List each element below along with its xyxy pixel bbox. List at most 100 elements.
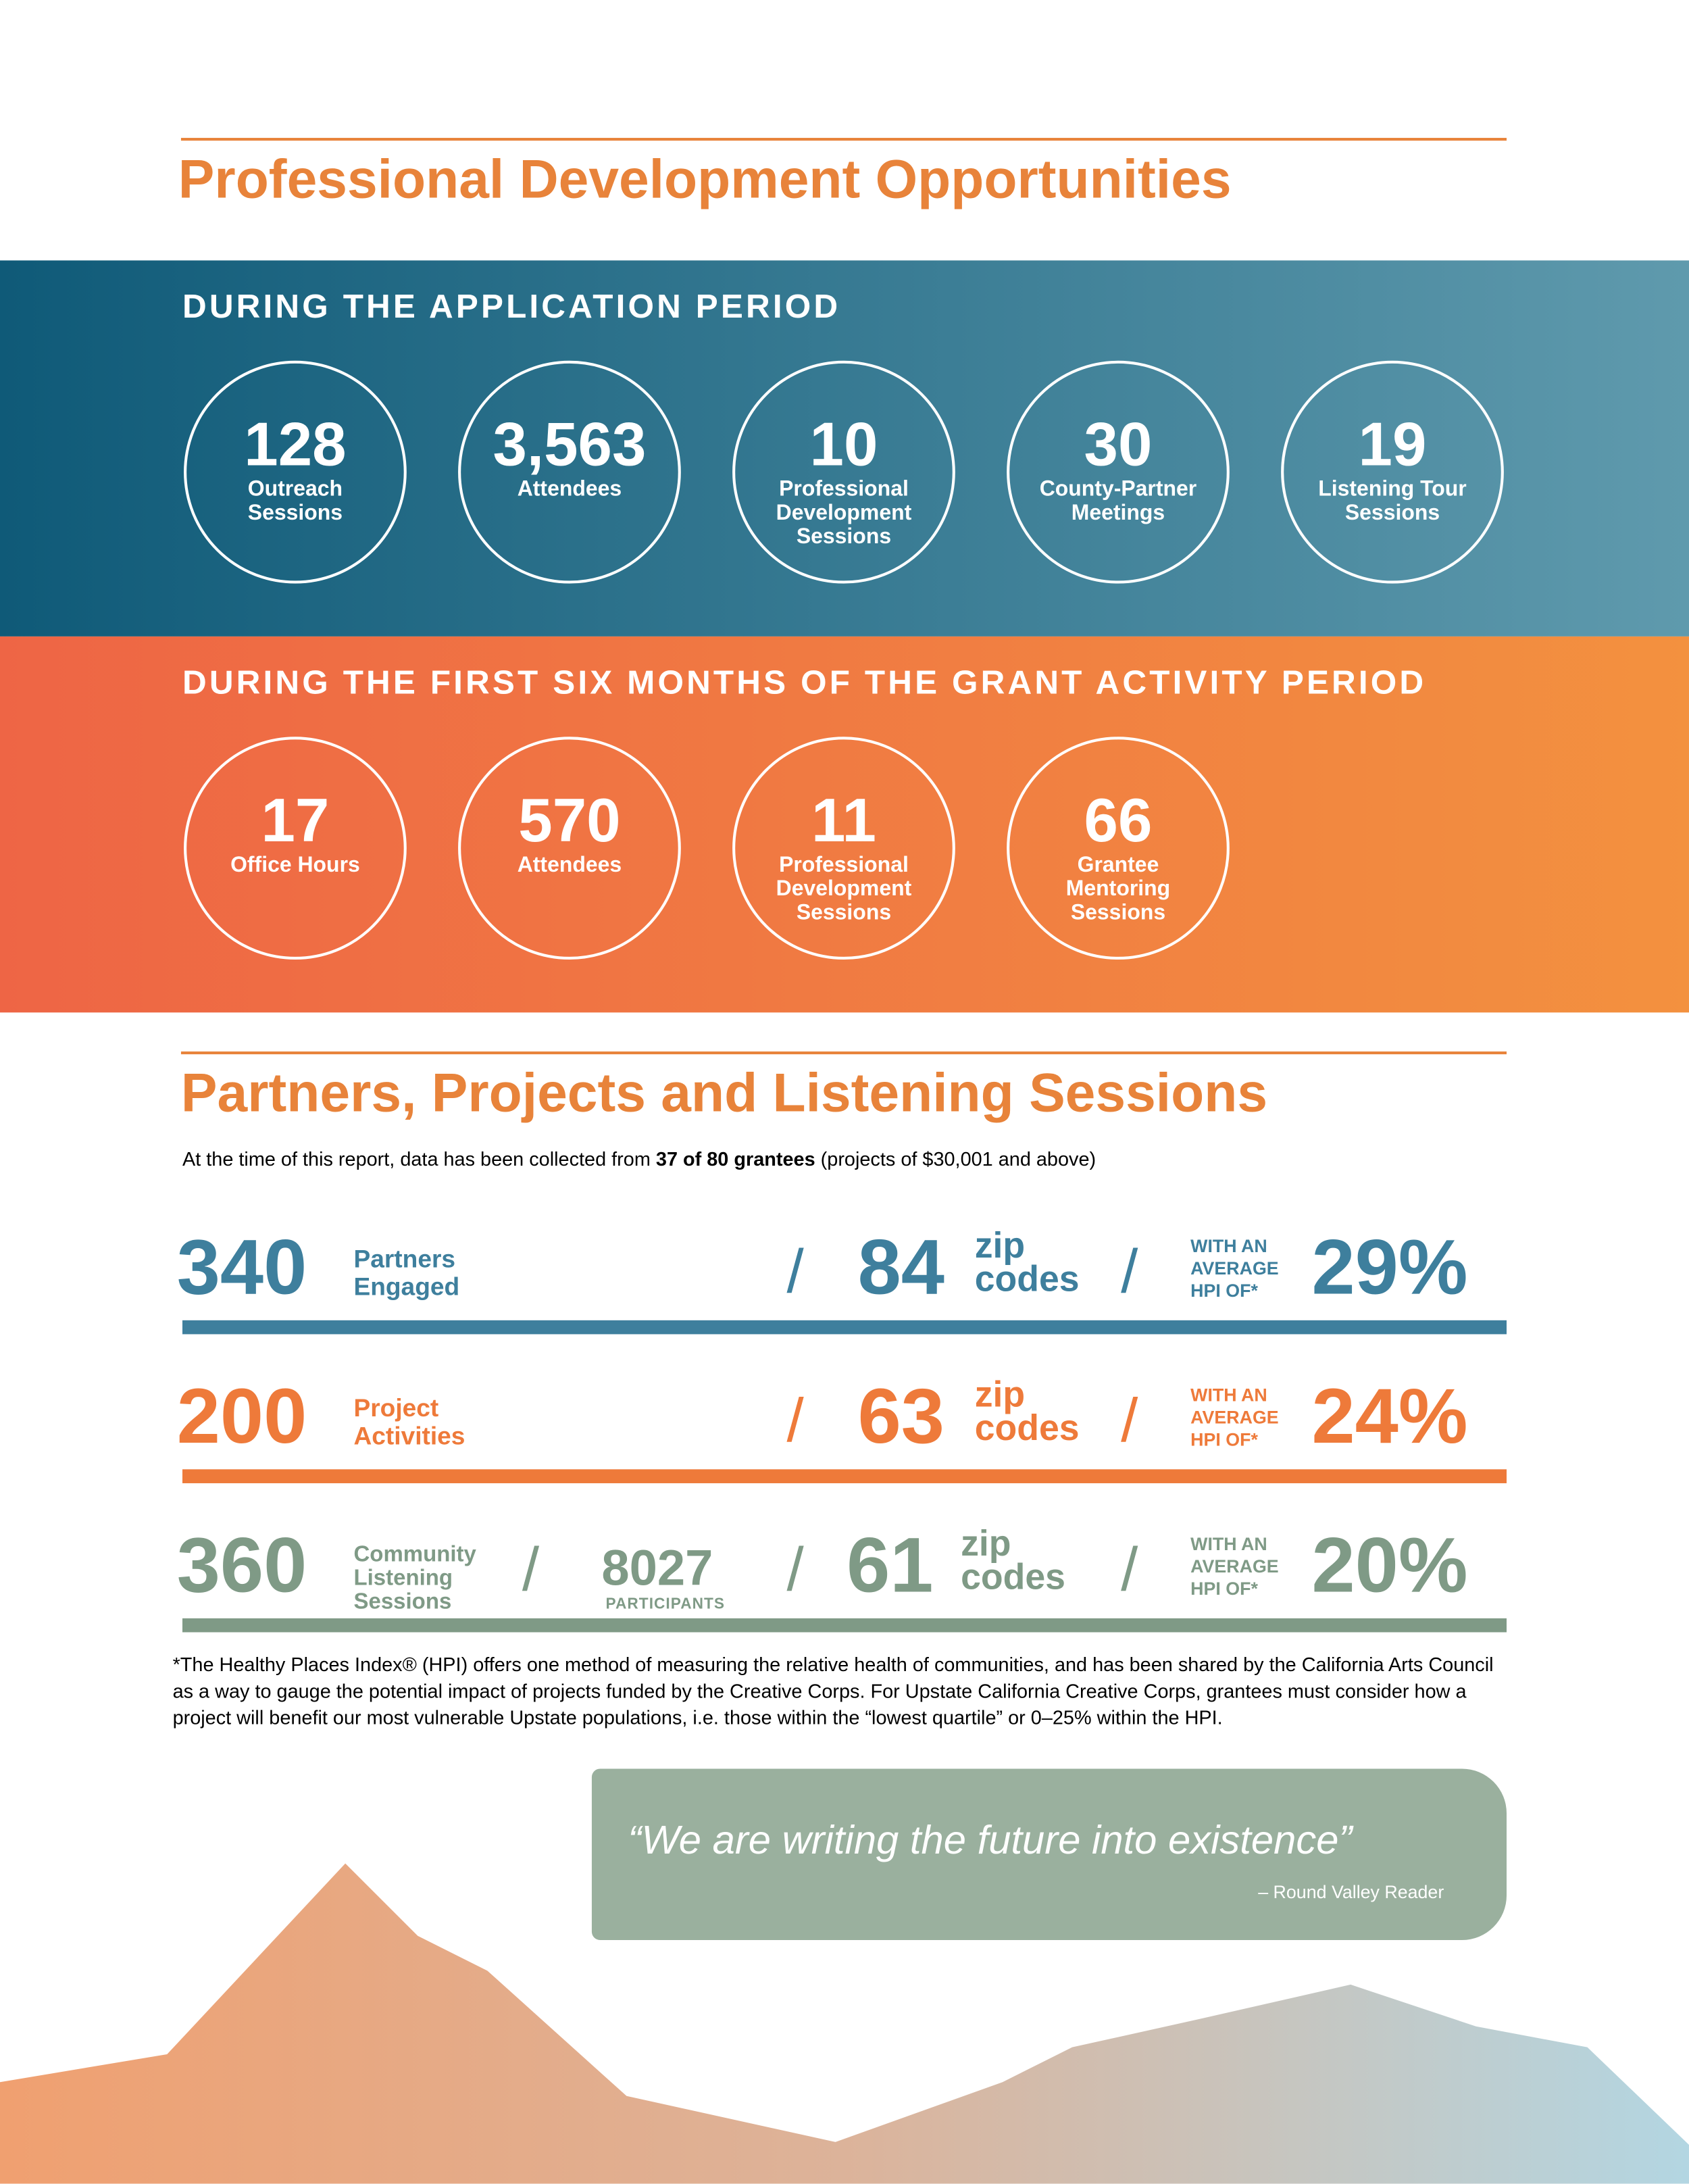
zip-label: zip codes (961, 1522, 1065, 1597)
rule (180, 138, 1507, 141)
hpi-label: WITH AN AVERAGE HPI OF* (1190, 1235, 1279, 1302)
hpi-label-line: HPI OF* (1190, 1429, 1258, 1450)
separator: / (786, 1536, 804, 1605)
zip-count: 61 (847, 1520, 934, 1609)
hpi-value: 20% (1311, 1520, 1468, 1609)
stat-label: Sessions (247, 501, 343, 525)
intro-bold: 37 of 80 grantees (655, 1147, 815, 1170)
participants-label: PARTICIPANTS (605, 1595, 726, 1613)
zip-label: zip codes (974, 1373, 1080, 1449)
stat-circle: 570 Attendees (458, 737, 681, 960)
stat-circle: 128 Outreach Sessions (184, 360, 407, 584)
stat-value: 17 (261, 787, 330, 855)
row-bar (182, 1469, 1507, 1483)
intro-text: (projects of $30,001 and above) (815, 1147, 1096, 1170)
zip-count: 84 (857, 1222, 944, 1311)
row-label-line: Sessions (353, 1590, 452, 1614)
row-label: Project Activities (353, 1394, 465, 1449)
heading: DURING THE FIRST SIX MONTHS OF THE GRANT… (182, 664, 1427, 702)
row-label-line: Activities (353, 1422, 465, 1450)
stat-circle: 30 County-Partner Meetings (1007, 360, 1230, 584)
stat-value: 11 (811, 787, 876, 855)
stat-value: 3,563 (493, 410, 647, 479)
stat-label: Professional (779, 477, 909, 501)
row-bar (182, 1320, 1507, 1335)
hpi-value: 29% (1311, 1222, 1468, 1311)
hpi-label: WITH AN AVERAGE HPI OF* (1190, 1385, 1279, 1451)
separator: / (786, 1238, 804, 1307)
rule (180, 1051, 1507, 1055)
stat-value: 570 (518, 787, 621, 855)
zip-label-line: zip (974, 1373, 1026, 1415)
stat-value: 30 (1084, 410, 1153, 479)
hpi-value: 24% (1311, 1372, 1468, 1460)
stat-label: Office Hours (230, 853, 360, 878)
stat-row: 340 Partners Engaged/84 zip codes / WITH AN AVE… (0, 1226, 1689, 1351)
stat-circle: 17 Office Hours (184, 737, 407, 960)
row-label: Partners Engaged (353, 1245, 459, 1301)
stat-value: 19 (1358, 410, 1427, 479)
stat-label: Mentoring (1065, 877, 1171, 901)
stat-circle: 19 Listening Tour Sessions (1281, 360, 1504, 584)
title: Professional Development Opportunities (178, 150, 1232, 211)
stat-circle: 11 Professional Development Sessions (732, 737, 955, 960)
row-label-line: Project (353, 1394, 439, 1422)
stat-label: Development (776, 877, 912, 901)
mountains (0, 1863, 1689, 2184)
zip-label-line: codes (961, 1556, 1065, 1597)
stat-circle: 66 Grantee Mentoring Sessions (1007, 737, 1230, 960)
heading: DURING THE APPLICATION PERIOD (182, 288, 841, 326)
stat-circle: 3,563 Attendees (458, 360, 681, 584)
zip-label-line: zip (961, 1522, 1011, 1564)
footnote: *The Healthy Places Index® (HPI) offers … (172, 1653, 1494, 1729)
separator: / (522, 1536, 540, 1605)
row-label-line: Engaged (353, 1272, 460, 1301)
stat-label: Meetings (1071, 501, 1165, 525)
quote-box: “We are writing the future into existenc… (591, 1768, 1507, 1940)
zip-label-line: zip (974, 1224, 1026, 1266)
stat-value: 10 (809, 410, 878, 479)
stat-label: Sessions (1070, 901, 1166, 925)
quote-text: “We are writing the future into existenc… (628, 1818, 1353, 1864)
row-label-line: Community (353, 1543, 476, 1567)
hpi-label-line: AVERAGE (1190, 1406, 1279, 1428)
intro: At the time of this report, data has bee… (182, 1147, 1096, 1170)
hpi-label-line: AVERAGE (1190, 1556, 1279, 1577)
hpi-label-line: HPI OF* (1190, 1280, 1258, 1301)
zip-count: 63 (857, 1372, 944, 1460)
row-value: 340 (176, 1222, 307, 1311)
stat-value: 66 (1084, 787, 1153, 855)
hpi-label-line: WITH AN (1190, 1533, 1267, 1555)
zip-label: zip codes (974, 1224, 1080, 1299)
row-label-line: Listening (353, 1566, 453, 1591)
zip-label-line: codes (974, 1258, 1080, 1299)
stat-circle: 10 Professional Development Sessions (732, 360, 955, 584)
stat-label: Professional (779, 853, 909, 878)
intro-text: At the time of this report, data has bee… (182, 1147, 656, 1170)
zip-label-line: codes (974, 1406, 1080, 1449)
hpi-label-line: HPI OF* (1190, 1578, 1258, 1599)
stat-label: Sessions (796, 524, 892, 549)
separator: / (1121, 1536, 1138, 1605)
hpi-label-line: WITH AN (1190, 1235, 1267, 1257)
stat-row: 200 Project Activities / 63 zip codes / WITH AN A… (0, 1374, 1689, 1499)
hpi-label-line: AVERAGE (1190, 1258, 1279, 1279)
separator: / (1121, 1238, 1138, 1307)
row-value: 360 (176, 1520, 307, 1609)
stat-value: 128 (244, 410, 347, 479)
stat-label: Listening Tour (1318, 477, 1467, 501)
separator: / (1121, 1387, 1138, 1456)
stat-label: Outreach (247, 477, 343, 501)
stat-row: 360 Community Listening Sessions/8027 PARTIC… (0, 1524, 1689, 1649)
title: Partners, Projects and Listening Session… (180, 1064, 1268, 1124)
stat-label: County-Partner (1039, 477, 1197, 501)
quote-attribution: – Round Valley Reader (1258, 1881, 1444, 1903)
participants: 8027 (601, 1539, 713, 1596)
row-bar (182, 1618, 1507, 1633)
stat-label: Attendees (517, 477, 622, 501)
separator: / (786, 1387, 804, 1456)
stat-label: Attendees (517, 853, 622, 878)
stat-label: Grantee (1077, 853, 1159, 878)
row-value: 200 (176, 1372, 307, 1460)
